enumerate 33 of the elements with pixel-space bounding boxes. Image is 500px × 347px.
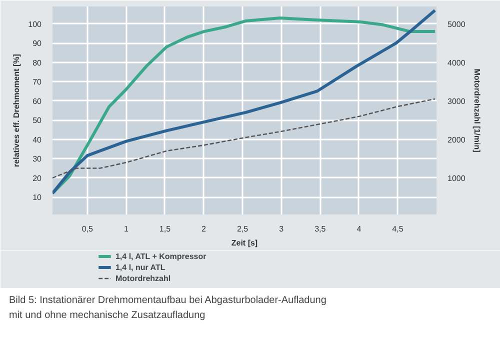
text: mit und ohne mechanische Zusatzaufladung <box>9 310 206 321</box>
y-tick-label: 90 <box>32 39 42 48</box>
y2-tick-label: 2000 <box>448 135 466 144</box>
x-tick-label: 2,5 <box>237 224 249 234</box>
x-tick-label: 2 <box>202 224 207 234</box>
y-tick-label: 40 <box>32 135 42 144</box>
x-tick-label: 4 <box>356 224 362 234</box>
y-tick-label: 30 <box>32 154 42 164</box>
x-tick-label: 3 <box>279 224 284 234</box>
legend-label: 1,4 l, nur ATL <box>115 263 166 272</box>
y-tick-label: 60 <box>32 96 42 106</box>
y2-tick-label: 3000 <box>448 96 466 106</box>
x-tick-label: 3,5 <box>314 224 326 234</box>
y-tick-label: 50 <box>32 116 42 126</box>
y2-tick-label: 5000 <box>448 20 466 29</box>
y2-axis-title: Motordrehzahl [1/min] <box>472 68 482 153</box>
y-tick-label: 70 <box>32 78 42 87</box>
y-tick-label: 10 <box>32 193 42 202</box>
line-series <box>52 98 436 179</box>
y2-tick-label: 1000 <box>448 174 466 183</box>
y-tick-label: 100 <box>28 20 42 29</box>
y-tick-label: 80 <box>32 58 42 68</box>
x-tick-label: 1 <box>124 224 129 234</box>
legend-label: 1,4 l, ATL + Kompressor <box>115 252 206 261</box>
y-axis-title: relatives eff. Drehmoment [%] <box>12 54 22 167</box>
x-tick-label: 4,5 <box>392 224 404 234</box>
y2-tick-label: 4000 <box>448 58 466 68</box>
y-tick-label: 20 <box>32 174 42 183</box>
legend-label: Motordrehzahl <box>115 274 171 283</box>
x-tick-label: 0,5 <box>82 224 94 234</box>
x-axis-title: Zeit [s] <box>231 238 258 248</box>
text: Bild 5: Instationärer Drehmomentaufbau bei Abgasturbolader-Aufladung <box>9 295 326 306</box>
x-tick-label: 1,5 <box>159 224 172 234</box>
